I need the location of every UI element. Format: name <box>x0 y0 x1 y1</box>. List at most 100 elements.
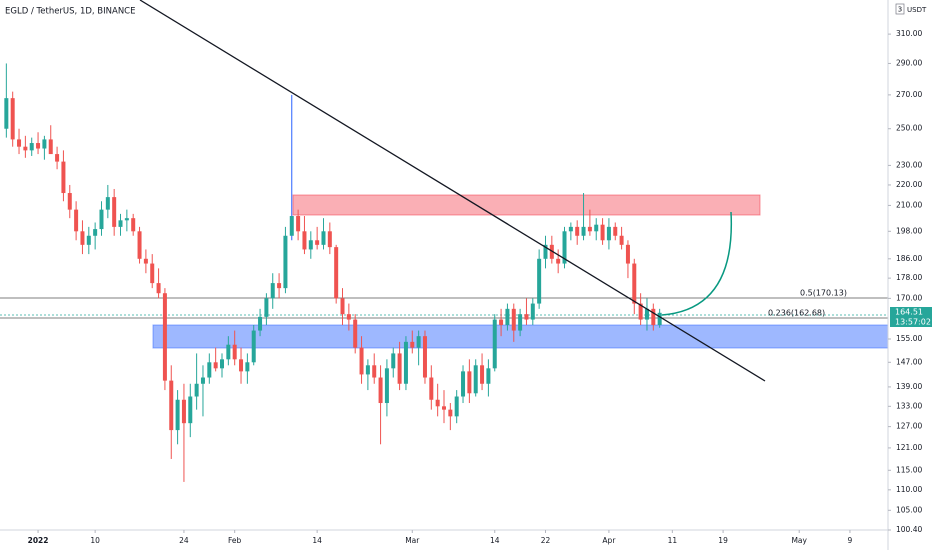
x-tick-label: Feb <box>228 536 242 545</box>
candle-body <box>245 362 250 372</box>
candle-body <box>55 154 60 162</box>
x-tick-label: 24 <box>179 536 189 545</box>
candle-body <box>537 258 542 304</box>
candle-body <box>378 377 383 404</box>
candle-body <box>315 240 320 245</box>
candle-body <box>36 143 41 149</box>
candle-body <box>473 365 478 394</box>
candle-body <box>188 396 193 424</box>
candle-body <box>239 359 244 372</box>
candle-body <box>150 263 155 284</box>
y-tick-label: 139.00 <box>896 382 922 391</box>
candle-body <box>258 316 263 331</box>
candle-body <box>346 314 351 320</box>
candle-body <box>124 218 129 221</box>
x-tick-label: 19 <box>718 536 728 545</box>
candle-body <box>594 224 599 232</box>
y-tick-label: 127.00 <box>896 422 922 431</box>
candle-body <box>226 344 231 360</box>
y-tick-label: 250.00 <box>896 124 922 133</box>
candle-body <box>511 308 516 331</box>
candle-body <box>530 303 535 320</box>
trend-line <box>139 0 766 382</box>
x-tick-label: 2022 <box>28 536 49 545</box>
candle-body <box>638 303 643 320</box>
candle-body <box>99 209 104 230</box>
x-tick-label: 10 <box>90 536 100 545</box>
last-price: 164.51 <box>895 308 923 317</box>
candle-body <box>657 312 662 326</box>
candle-body <box>448 409 453 417</box>
candle-body <box>518 314 523 331</box>
candle-body <box>175 399 180 431</box>
y-tick-label: 186.00 <box>896 254 922 263</box>
y-tick-label: 100.40 <box>896 525 922 534</box>
candle-body <box>524 314 529 320</box>
candle-body <box>61 161 66 194</box>
y-tick-label: 198.00 <box>896 226 922 235</box>
currency: USDT <box>907 6 927 14</box>
candle-body <box>207 362 212 378</box>
y-tick-label: 155.00 <box>896 334 922 343</box>
candle-body <box>467 371 472 394</box>
candle-body <box>296 216 301 232</box>
candle-body <box>619 235 624 245</box>
candle-body <box>587 226 592 232</box>
candle-body <box>429 377 434 400</box>
resistance-zone <box>292 194 761 216</box>
projection-curve <box>661 211 732 316</box>
candle-body <box>606 226 611 241</box>
candle-body <box>651 308 656 326</box>
candle-body <box>416 336 421 348</box>
candle-body <box>213 362 218 369</box>
candle-body <box>283 235 288 289</box>
candle-body <box>10 98 15 140</box>
chart-title: EGLD / TetherUS, 1D, BINANCE <box>5 7 135 17</box>
candle-body <box>67 193 72 210</box>
candle-body <box>156 283 161 294</box>
candle-body <box>289 216 294 236</box>
candle-body <box>632 263 637 304</box>
candle-body <box>29 143 34 151</box>
candle-body <box>23 146 28 151</box>
candle-body <box>302 231 307 250</box>
candle-body <box>17 139 22 147</box>
y-tick-label: 210.00 <box>896 200 922 209</box>
candle-body <box>162 293 167 381</box>
badge: 3 <box>898 6 902 14</box>
candle-body <box>359 347 364 375</box>
candle-body <box>181 399 186 424</box>
candle-body <box>581 226 586 236</box>
candle-body <box>499 319 504 326</box>
y-tick-label: 121.00 <box>896 443 922 452</box>
candle-body <box>270 283 275 299</box>
candle-body <box>644 308 649 320</box>
candle-body <box>105 197 110 210</box>
y-tick-label: 115.00 <box>896 465 922 474</box>
candle-body <box>556 258 561 264</box>
candle-body <box>251 330 256 363</box>
candle-body <box>4 98 9 129</box>
x-tick-label: 14 <box>490 536 500 545</box>
x-tick-label: Apr <box>602 536 616 545</box>
candle-body <box>169 380 174 431</box>
candle-body <box>232 344 237 360</box>
x-tick-label: 14 <box>312 536 322 545</box>
candle-body <box>80 231 85 245</box>
candle-body <box>277 283 282 289</box>
candle-body <box>422 336 427 378</box>
x-tick-label: 22 <box>541 536 551 545</box>
y-tick-label: 290.00 <box>896 58 922 67</box>
candles <box>4 63 662 482</box>
x-tick-label: May <box>791 536 807 545</box>
candle-body <box>308 240 313 250</box>
candle-body <box>353 319 358 348</box>
candle-body <box>118 220 123 227</box>
candle-body <box>131 218 136 232</box>
candle-body <box>543 244 548 259</box>
candle-body <box>454 396 459 417</box>
x-tick-label: Mar <box>405 536 420 545</box>
candle-body <box>600 224 605 241</box>
annotation: 0.236(162.68) <box>768 309 825 318</box>
